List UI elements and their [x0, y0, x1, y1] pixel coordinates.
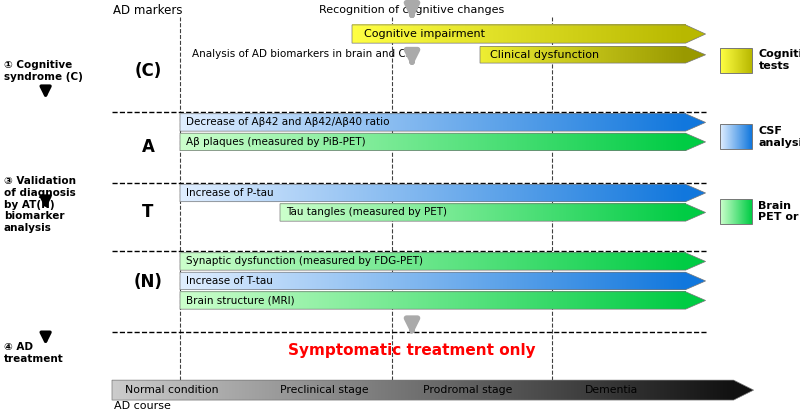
Text: Brain
PET or MRI: Brain PET or MRI [758, 201, 800, 222]
Polygon shape [686, 272, 706, 290]
Text: Dementia: Dementia [586, 385, 638, 395]
Polygon shape [686, 292, 706, 309]
Text: Cognitive impairment: Cognitive impairment [364, 29, 485, 39]
Text: A: A [142, 138, 154, 156]
Text: (N): (N) [134, 273, 162, 291]
Text: T: T [142, 203, 154, 221]
Text: (C): (C) [134, 61, 162, 80]
Polygon shape [686, 184, 706, 202]
Text: ④ AD
treatment: ④ AD treatment [4, 342, 64, 364]
Text: CSF
analysis: CSF analysis [758, 126, 800, 148]
Text: Synaptic dysfunction (measured by FDG-PET): Synaptic dysfunction (measured by FDG-PE… [186, 256, 422, 266]
Text: Clinical dysfunction: Clinical dysfunction [490, 50, 598, 60]
Text: Decrease of Aβ42 and Aβ42/Aβ40 ratio: Decrease of Aβ42 and Aβ42/Aβ40 ratio [186, 117, 389, 127]
Text: Cognitive
tests: Cognitive tests [758, 49, 800, 71]
Polygon shape [686, 46, 706, 63]
Polygon shape [686, 133, 706, 151]
Text: Prodromal stage: Prodromal stage [423, 385, 513, 395]
Text: Symptomatic treatment only: Symptomatic treatment only [288, 343, 536, 358]
Text: Brain structure (MRI): Brain structure (MRI) [186, 295, 294, 305]
Text: Aβ plaques (measured by PiB-PET): Aβ plaques (measured by PiB-PET) [186, 137, 366, 147]
Text: ① Cognitive
syndrome (C): ① Cognitive syndrome (C) [4, 60, 83, 82]
Polygon shape [686, 204, 706, 221]
Polygon shape [686, 114, 706, 131]
Text: Increase of P-tau: Increase of P-tau [186, 188, 274, 198]
Text: AD course: AD course [114, 401, 171, 411]
Text: Normal condition: Normal condition [126, 385, 218, 395]
Text: AD markers: AD markers [114, 4, 182, 17]
Text: Preclinical stage: Preclinical stage [280, 385, 368, 395]
Text: Analysis of AD biomarkers in brain and CSF: Analysis of AD biomarkers in brain and C… [192, 49, 418, 59]
Text: Recognition of cognitive changes: Recognition of cognitive changes [319, 5, 505, 15]
Polygon shape [686, 25, 706, 43]
Text: Increase of T-tau: Increase of T-tau [186, 276, 273, 286]
Polygon shape [686, 253, 706, 270]
Text: ③ Validation
of diagnosis
by AT(N)
biomarker
analysis: ③ Validation of diagnosis by AT(N) bioma… [4, 176, 76, 233]
Polygon shape [734, 380, 754, 400]
Text: Tau tangles (measured by PET): Tau tangles (measured by PET) [286, 208, 447, 217]
